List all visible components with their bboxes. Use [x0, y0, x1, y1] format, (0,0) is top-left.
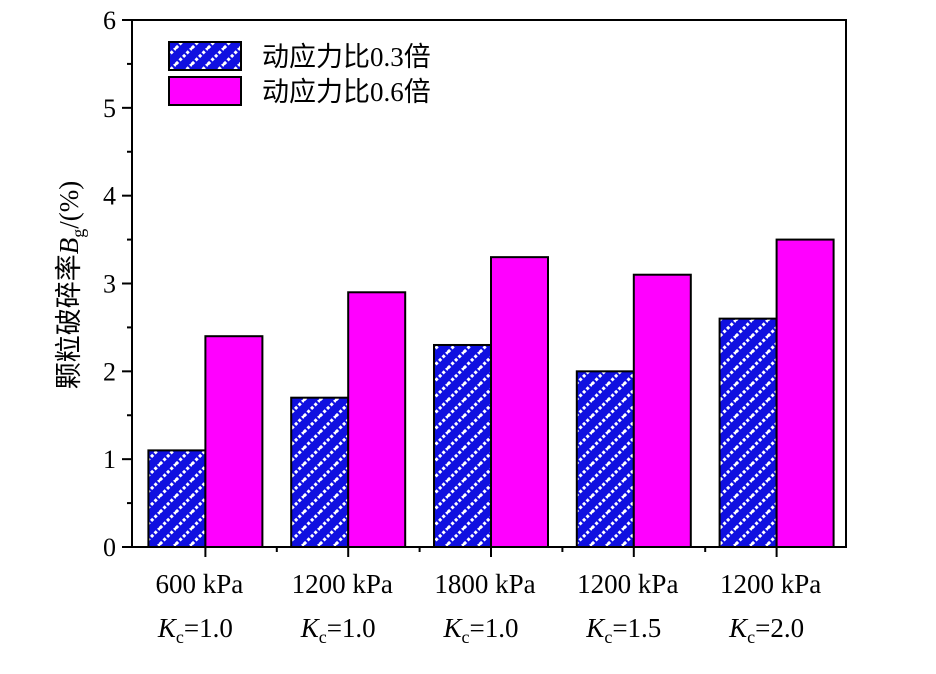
- legend: 动应力比0.3倍 动应力比0.6倍: [168, 41, 431, 107]
- x-tick-label-k: Kc=1.0: [443, 613, 519, 647]
- bar-series-1-1: [147, 449, 207, 548]
- x-tick-label: 1200 kPa: [720, 569, 821, 599]
- y-axis-label: 颗粒破碎率Bg/(%): [54, 181, 88, 389]
- bar-series-2-3: [490, 256, 549, 548]
- y-tick-label: 5: [103, 94, 116, 123]
- x-tick-label: 1800 kPa: [434, 569, 535, 599]
- legend-swatch-series-1: [168, 41, 242, 71]
- bar-series-2-4: [632, 273, 692, 548]
- y-tick-label: 0: [103, 533, 116, 562]
- bar-series-2-5: [775, 238, 835, 548]
- y-tick-label: 4: [103, 182, 116, 211]
- x-tick-label: 1200 kPa: [292, 569, 393, 599]
- x-tick-label: 600 kPa: [156, 569, 244, 599]
- bar-series-1-4: [575, 370, 635, 549]
- y-tick-label: 3: [103, 270, 116, 299]
- y-tick-label: 1: [103, 445, 116, 474]
- y-tick-label: 2: [103, 357, 116, 386]
- x-tick-label-k: Kc=2.0: [728, 613, 804, 647]
- bar-series-1-3: [433, 343, 492, 548]
- x-tick-label-k: Kc=1.0: [300, 613, 376, 647]
- x-tick-label-k: Kc=1.5: [585, 613, 661, 647]
- bar-series-2-2: [347, 291, 407, 548]
- legend-label-series-2: 动应力比0.6倍: [262, 77, 431, 107]
- bar-series-1-2: [290, 396, 350, 548]
- x-tick-label-k: Kc=1.0: [157, 613, 233, 647]
- x-axis: 600 kPa Kc=1.0 1200 kPa Kc=1.0 1800 kPa Kc=1.…: [156, 547, 821, 647]
- legend-swatch-series-2: [168, 76, 242, 106]
- y-tick-label: 6: [103, 6, 116, 35]
- legend-label-series-1: 动应力比0.3倍: [262, 42, 431, 72]
- y-axis: 0 1 2 3 4 5 6: [103, 6, 132, 562]
- bar-series-2-1: [204, 335, 264, 549]
- x-tick-label: 1200 kPa: [577, 569, 678, 599]
- bar-series-1-5: [718, 317, 778, 548]
- bars-group: [147, 238, 835, 549]
